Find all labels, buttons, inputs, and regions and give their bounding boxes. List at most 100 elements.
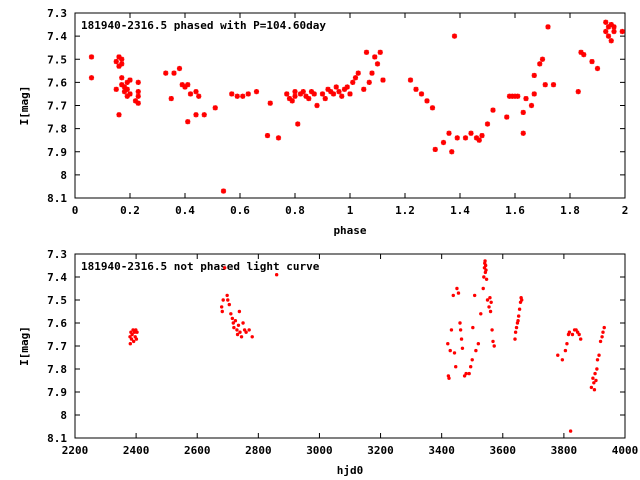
data-point — [241, 321, 245, 325]
data-point — [295, 121, 301, 127]
data-point — [570, 332, 575, 337]
x-tick-label: 0.2 — [120, 204, 140, 217]
x-tick-label: 0.8 — [285, 204, 305, 217]
data-point — [297, 91, 304, 97]
data-point — [517, 307, 522, 311]
data-point — [127, 91, 133, 97]
data-point — [568, 429, 573, 433]
data-point — [220, 309, 224, 314]
data-point — [247, 328, 251, 332]
data-point — [591, 376, 595, 380]
data-point — [542, 82, 548, 88]
data-point — [520, 109, 526, 116]
x-tick-label: 3600 — [490, 444, 517, 457]
y-tick-label: 8 — [60, 169, 67, 182]
data-point — [484, 268, 488, 272]
data-point — [592, 388, 597, 392]
data-point — [267, 100, 273, 106]
y-tick-label: 7.8 — [47, 363, 67, 376]
data-point — [611, 24, 617, 30]
data-point — [531, 91, 537, 97]
data-point — [303, 93, 309, 99]
data-point — [594, 65, 601, 72]
data-point — [196, 93, 202, 99]
data-point — [116, 54, 122, 60]
data-point — [474, 348, 478, 353]
data-point — [567, 330, 572, 334]
data-point — [418, 91, 425, 97]
data-point — [520, 298, 524, 302]
data-point — [168, 95, 174, 102]
data-point — [492, 344, 496, 348]
y-tick-label: 7.3 — [47, 7, 67, 20]
data-point — [476, 342, 481, 346]
data-point — [459, 337, 464, 341]
data-point — [602, 325, 606, 330]
data-point — [523, 95, 529, 102]
data-point — [132, 98, 139, 104]
data-point — [230, 316, 235, 321]
data-point — [374, 61, 381, 67]
x-tick-label: 2800 — [245, 444, 272, 457]
data-point — [116, 63, 122, 69]
data-point — [458, 328, 463, 332]
data-point — [221, 298, 225, 302]
data-point — [455, 286, 459, 291]
y-tick-label: 8.1 — [47, 192, 67, 205]
data-point — [490, 107, 496, 113]
data-point — [292, 93, 298, 99]
data-point — [550, 82, 557, 88]
data-point — [361, 86, 367, 92]
data-point — [220, 188, 227, 194]
data-point — [556, 353, 560, 357]
data-point — [440, 139, 447, 146]
data-point — [229, 91, 235, 97]
y-tick-label: 7.3 — [47, 248, 67, 261]
data-point — [539, 56, 546, 62]
data-point — [201, 112, 207, 118]
data-point — [468, 365, 473, 369]
data-point — [185, 119, 191, 125]
data-point — [458, 321, 462, 325]
data-point — [464, 371, 468, 376]
data-point — [232, 325, 236, 330]
data-point — [240, 93, 246, 99]
x-tick-label: 4000 — [612, 444, 639, 457]
data-point — [292, 89, 298, 95]
data-point — [598, 339, 603, 344]
data-point — [484, 277, 489, 281]
data-point — [485, 298, 490, 302]
data-point — [509, 93, 515, 99]
data-point — [236, 323, 241, 327]
data-point — [127, 77, 133, 83]
y-tick-label: 7.9 — [47, 146, 67, 159]
data-point — [594, 378, 598, 383]
data-point — [129, 337, 134, 341]
data-point — [319, 91, 326, 97]
data-point — [119, 56, 125, 62]
data-point — [185, 82, 191, 88]
y-tick-label: 7.7 — [47, 340, 67, 353]
data-point — [187, 91, 194, 97]
data-point — [578, 337, 583, 341]
data-point — [513, 330, 518, 334]
plot-title: 181940-2316.5 phased with P=104.60day — [81, 19, 326, 32]
data-point — [339, 93, 345, 99]
data-point — [233, 319, 238, 323]
data-point — [449, 328, 454, 332]
x-tick-label: 2600 — [184, 444, 211, 457]
data-point — [601, 330, 605, 334]
x-tick-label: 3200 — [367, 444, 394, 457]
data-point — [239, 335, 244, 339]
data-point — [113, 86, 119, 92]
data-point — [250, 335, 254, 339]
data-point — [488, 296, 492, 300]
data-point — [471, 325, 475, 330]
data-point — [193, 89, 199, 95]
data-point — [560, 358, 565, 362]
data-point — [193, 112, 199, 118]
data-point — [135, 330, 139, 334]
y-axis-title: I[mag] — [18, 326, 31, 366]
y-tick-label: 8 — [60, 409, 67, 422]
x-tick-label: 2200 — [62, 444, 89, 457]
